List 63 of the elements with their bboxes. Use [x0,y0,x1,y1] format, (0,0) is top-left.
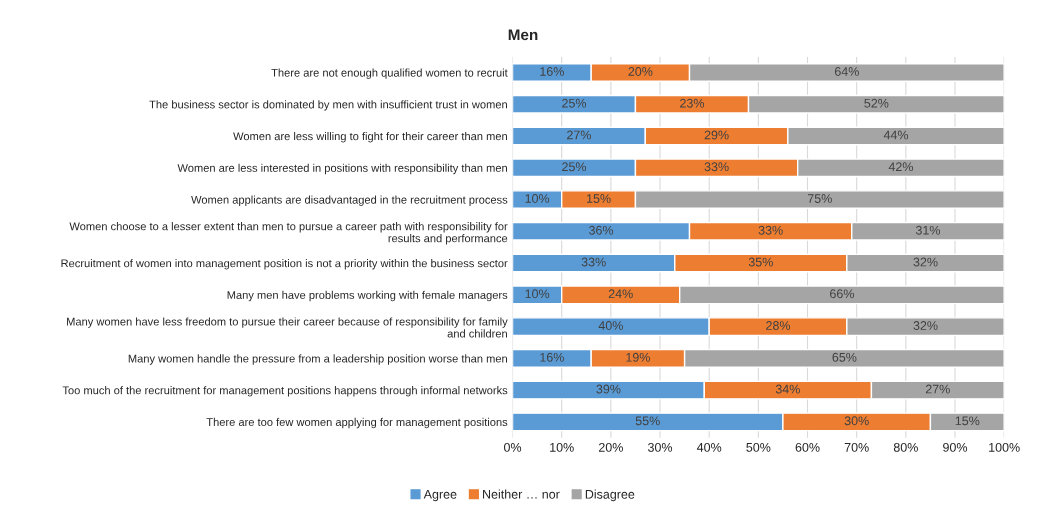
y-tick-label: Many women handle the pressure from a leadership position worse than men [128,354,507,365]
x-tick-label: 90% [943,442,968,452]
data-label: 15% [955,416,980,426]
y-tick-label: Women are less interested in positions with responsibility than men [177,163,507,175]
data-label: 32% [913,257,938,267]
data-label: 42% [888,162,913,172]
data-label: 15% [587,194,611,203]
y-tick-label: Recruitment of women into management position is not a priority within the business sector [61,259,508,270]
data-label: 25% [562,98,587,108]
x-tick-label: 80% [893,442,918,452]
data-label: 32% [913,321,938,330]
data-label: 64% [834,67,859,76]
y-tick-label: Women are less willing to fight for their career than men [233,132,507,143]
data-label: 10% [525,289,550,299]
legend-label: Disagree [585,489,635,502]
data-label: 27% [567,130,591,140]
data-label: 29% [704,130,729,140]
y-tick-label: Women applicants are disadvantaged in the recruitment process [191,195,508,206]
data-label: 20% [628,67,653,76]
y-tick-label: Too much of the recruitment for management positions happens through informal networks [62,386,508,397]
x-tick-label: 20% [598,442,623,452]
x-tick-label: 70% [844,442,869,452]
x-tick-label: 0% [504,442,522,452]
legend-label: Agree [423,489,457,502]
data-label: 10% [525,194,550,203]
y-tick-label: The business sector is dominated by men with insufficient trust in women [149,100,507,111]
data-label: 40% [598,321,623,330]
data-label: 30% [844,416,869,426]
y-tick-label: Women choose to a lesser extent than men to pursue a career path with responsibility for results and performance [69,222,508,245]
chart-title: Men [508,29,538,41]
x-tick-label: 50% [746,442,771,452]
x-tick-label: 40% [696,442,722,452]
data-label: 36% [589,225,614,235]
x-tick-label: 30% [647,442,673,452]
data-label: 52% [864,98,889,108]
data-label: 44% [883,130,909,140]
data-label: 23% [680,98,705,108]
x-tick-label: 100% [989,442,1020,452]
data-label: 27% [925,384,950,394]
data-label: 75% [807,194,832,203]
x-tick-label: 60% [795,442,820,452]
data-label: 34% [775,384,800,394]
y-tick-label: There are too few women applying for management positions [206,417,508,429]
data-label: 28% [766,321,791,330]
data-label: 33% [581,257,606,267]
data-label: 65% [832,352,857,362]
data-label: 31% [915,225,941,235]
legend-label: Neither … nor [483,489,560,499]
y-tick-label: Many women have less freedom to pursue their career because of responsibility for family and children [67,317,508,338]
x-tick-label: 10% [550,442,574,452]
data-label: 16% [540,67,564,76]
data-label: 24% [608,289,633,299]
y-tick-label: Many men have problems working with female managers [227,290,508,302]
data-label: 55% [635,416,660,426]
data-label: 66% [830,289,854,299]
data-label: 16% [540,352,564,362]
y-tick-label: There are not enough qualified women to recruit [271,68,508,79]
data-label: 33% [704,162,729,172]
data-label: 25% [562,162,587,172]
data-label: 33% [758,225,783,235]
data-label: 35% [748,257,773,267]
data-label: 39% [596,384,621,394]
data-label: 19% [626,352,650,362]
